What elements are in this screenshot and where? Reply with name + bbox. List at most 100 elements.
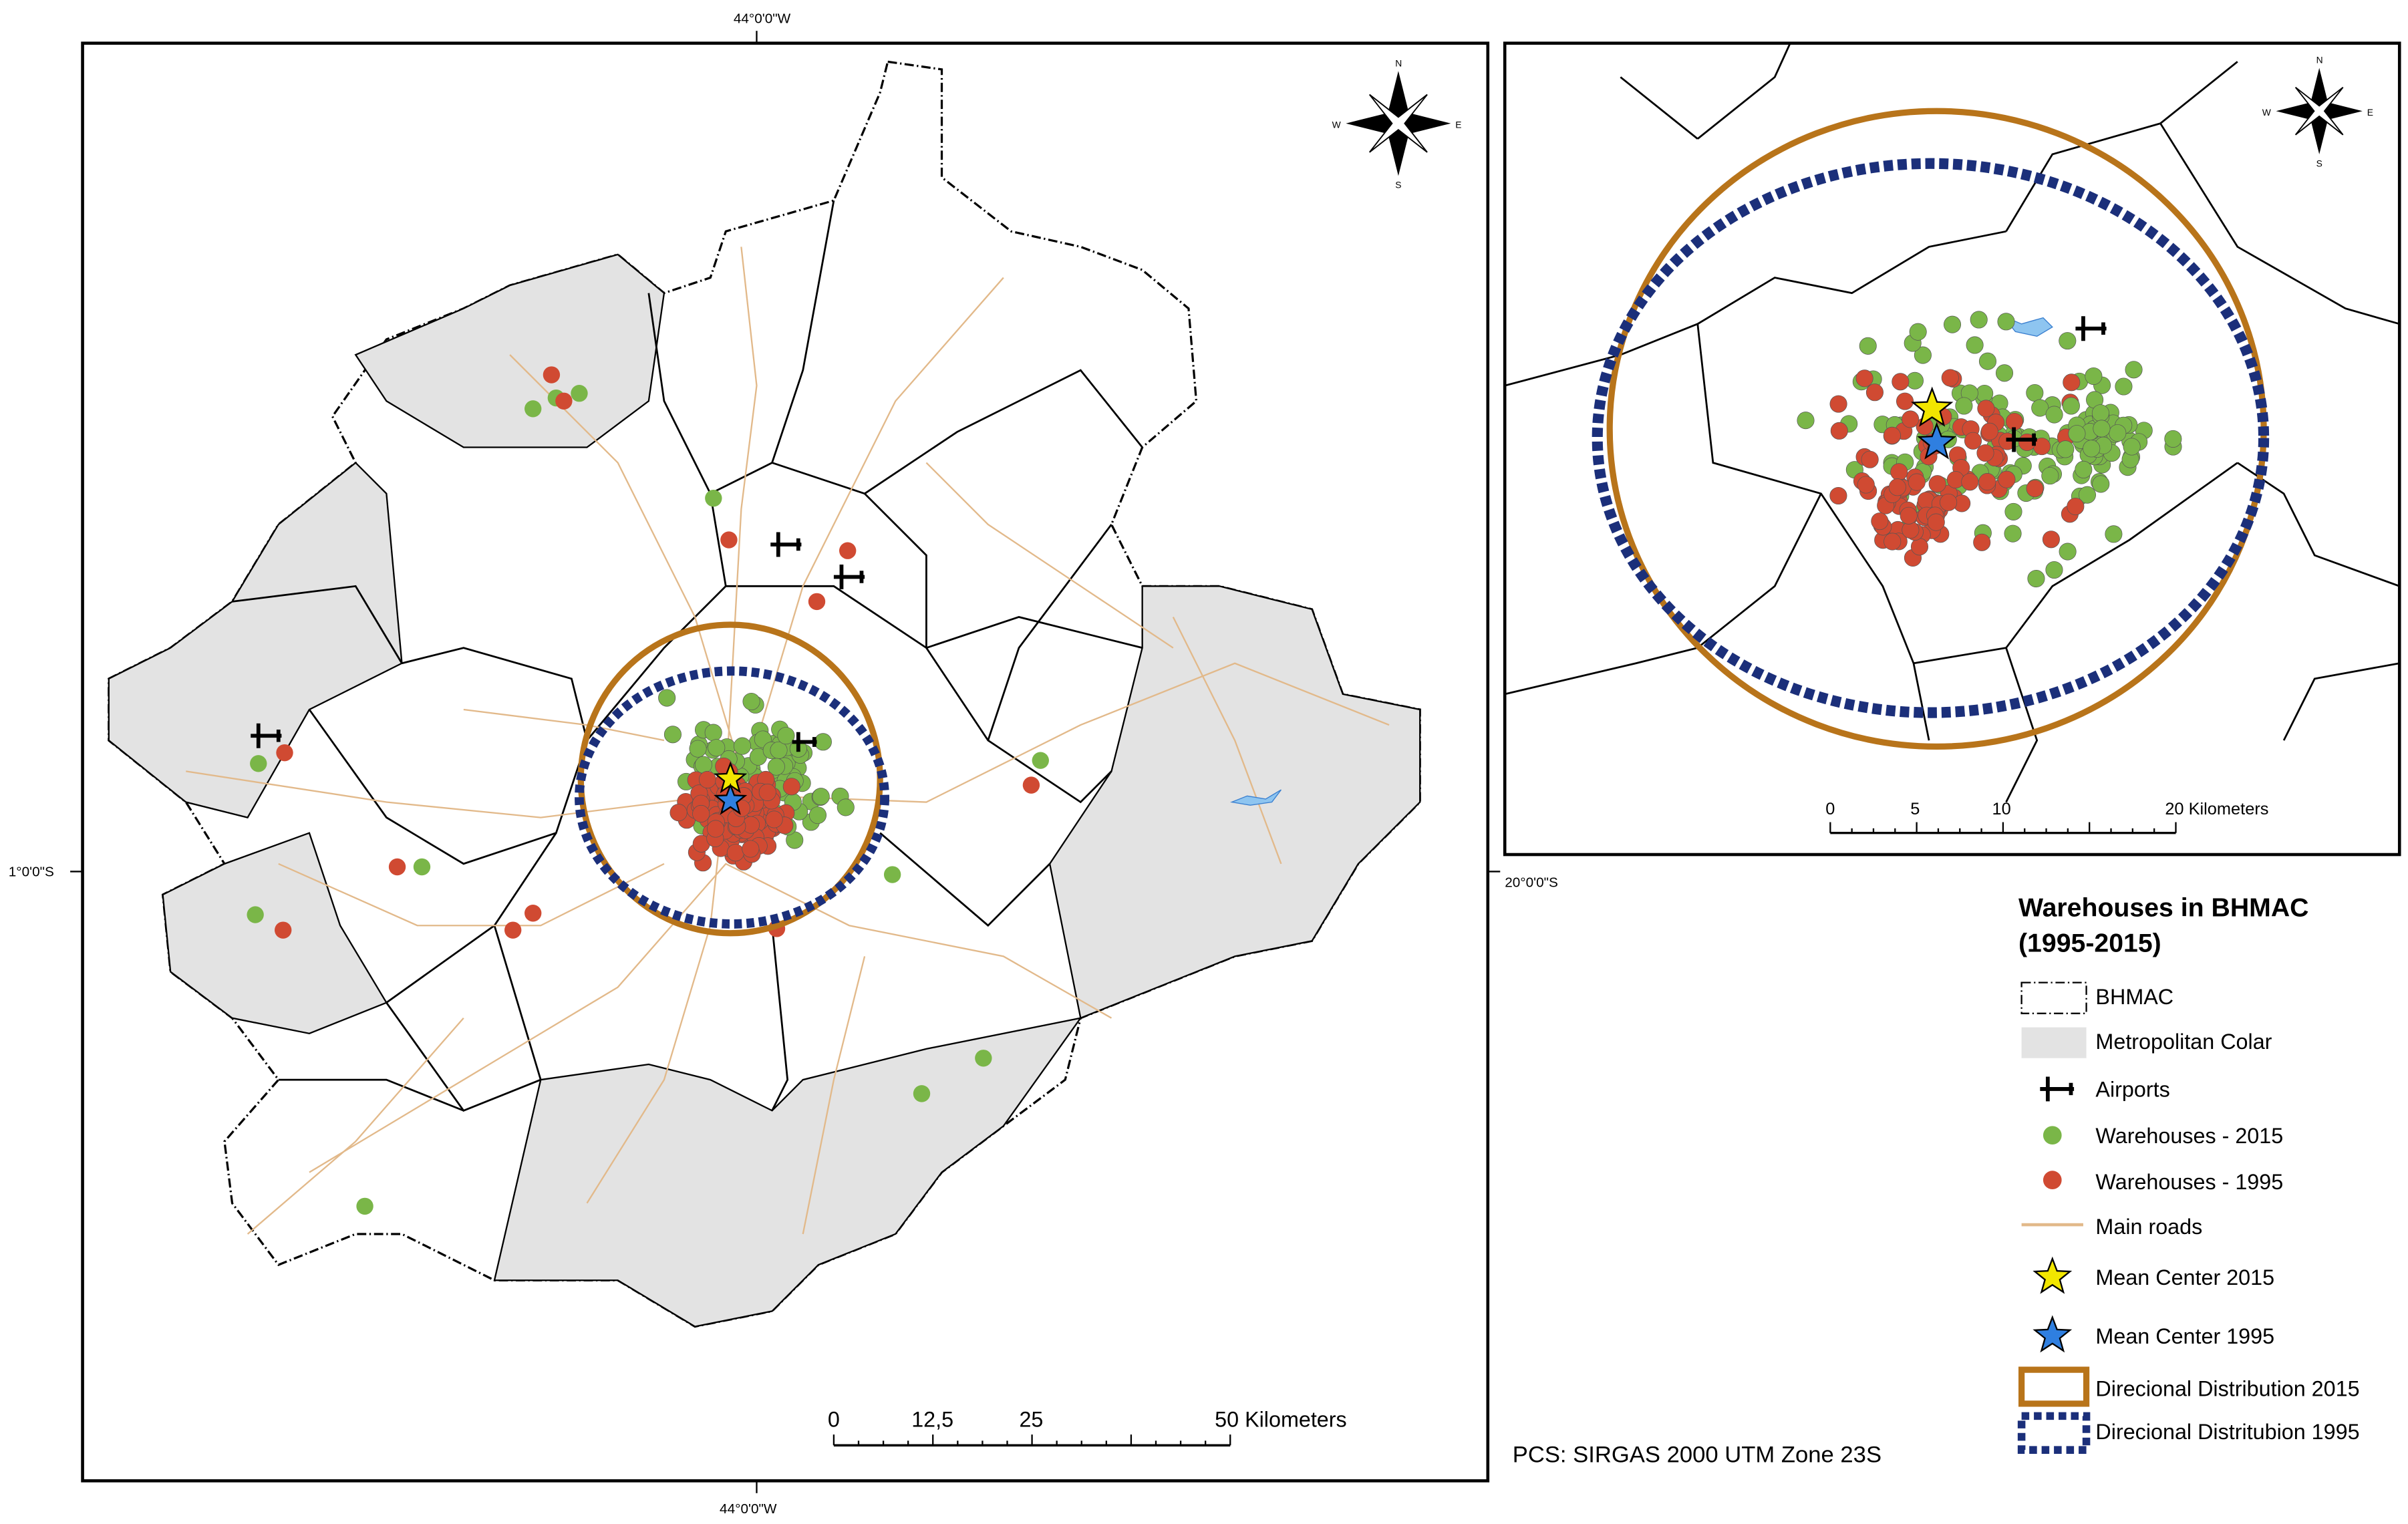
warehouse-point (1892, 373, 1910, 391)
warehouse-point (2123, 438, 2141, 456)
warehouse-point (692, 804, 710, 822)
scale-label: 20 Kilometers (2165, 800, 2268, 818)
warehouse-point (1871, 512, 1889, 530)
legend-label: Warehouses - 1995 (2095, 1170, 2283, 1194)
warehouse-point (2057, 440, 2075, 458)
warehouse-point (1855, 369, 1873, 388)
warehouse-point (742, 692, 760, 711)
compass-letter: S (1395, 180, 1401, 190)
warehouse-point (698, 770, 716, 788)
warehouse-point (247, 906, 264, 923)
warehouse-point (2026, 384, 2044, 402)
warehouse-point (705, 490, 722, 507)
warehouse-point (1900, 506, 1918, 524)
legend-symbol (2043, 1126, 2062, 1145)
warehouse-point (2093, 420, 2111, 438)
legend-symbol (2040, 1076, 2075, 1102)
warehouse-point (2004, 502, 2022, 520)
warehouse-point (413, 858, 431, 876)
main-map (108, 60, 1421, 1328)
warehouse-point (883, 866, 901, 883)
warehouse-point (388, 858, 406, 876)
warehouse-point (1927, 513, 1945, 531)
legend-label: Mean Center 2015 (2095, 1265, 2274, 1289)
warehouse-point (1943, 315, 1962, 333)
graticule-label: 44°0'0"W (720, 1501, 777, 1517)
warehouse-point (1888, 478, 1906, 496)
legend-title: (1995-2015) (2018, 928, 2161, 957)
warehouse-point (2078, 486, 2097, 504)
scale-label: 12,5 (911, 1408, 953, 1432)
warehouse-point (782, 778, 800, 796)
legend-label: BHMAC (2095, 985, 2173, 1009)
warehouse-point (1909, 323, 1927, 341)
warehouse-point (2092, 475, 2110, 493)
warehouse-point (571, 385, 588, 402)
warehouse-point (1830, 422, 1848, 440)
compass-letter: N (2316, 55, 2323, 65)
inset-warehouses (1797, 311, 2182, 588)
warehouse-point (704, 724, 722, 742)
warehouse-point (276, 744, 293, 762)
scale-label: 50 Kilometers (1215, 1408, 1347, 1432)
warehouse-point (555, 392, 573, 410)
warehouse-point (2115, 377, 2133, 396)
warehouse-point (1883, 426, 1901, 444)
airport (770, 532, 802, 557)
airport (251, 723, 282, 748)
warehouse-point (2091, 404, 2109, 422)
compass-letter: W (1332, 120, 1342, 130)
warehouse-point (1032, 752, 1049, 769)
warehouse-point (1955, 397, 1973, 415)
warehouse-point (543, 366, 561, 384)
compass-letter: W (2262, 107, 2272, 118)
warehouse-point (812, 788, 830, 806)
legend-label: Airports (2095, 1077, 2169, 1101)
warehouse-point (2063, 373, 2081, 392)
warehouse-point (720, 531, 738, 549)
warehouse-point (2125, 361, 2143, 379)
warehouse-point (1998, 470, 2016, 488)
warehouse-point (814, 733, 832, 751)
mean-center (714, 782, 748, 815)
warehouse-point (913, 1085, 931, 1102)
warehouse-point (1997, 313, 2015, 331)
legend-symbol (2018, 1366, 2090, 1407)
warehouse-point (2083, 440, 2101, 458)
mean-center (1910, 386, 1954, 427)
warehouse-point (765, 810, 783, 828)
legend-label: Direcional Distritubion 1995 (2095, 1420, 2359, 1444)
warehouse-point (2109, 424, 2127, 442)
airport (792, 732, 817, 752)
scale-label: 0 (1825, 800, 1835, 818)
legend-symbol (2043, 1171, 2062, 1190)
warehouse-point (2059, 332, 2077, 350)
lake (2002, 315, 2053, 337)
warehouse-point (2105, 525, 2123, 543)
scale-label: 0 (828, 1408, 840, 1432)
legend-symbol (2020, 981, 2087, 1014)
airport (2075, 316, 2107, 341)
warehouse-point (1961, 473, 1979, 491)
warehouse-point (2027, 569, 2045, 588)
inset-map (1505, 43, 2400, 803)
lake (1230, 789, 1282, 806)
warehouse-point (1908, 473, 1926, 491)
scale-label: 5 (1910, 800, 1920, 818)
legend-label: Main roads (2095, 1215, 2202, 1239)
inset-frame (1503, 41, 2401, 857)
warehouse-point (356, 1197, 373, 1215)
mean-center (2033, 1256, 2073, 1294)
warehouse-point (733, 737, 752, 755)
warehouse-point (1976, 384, 1994, 403)
warehouse-point (504, 921, 522, 939)
graticule-label: 44°0'0"W (734, 11, 791, 27)
warehouse-point (1966, 336, 1984, 354)
graticule-label: 20°0'0"S (1505, 875, 1558, 891)
warehouse-point (2026, 480, 2044, 498)
warehouse-point (1829, 395, 1847, 413)
mean-center (1917, 422, 1957, 460)
compass-rose (1368, 94, 1428, 153)
warehouse-point (1884, 532, 1902, 551)
